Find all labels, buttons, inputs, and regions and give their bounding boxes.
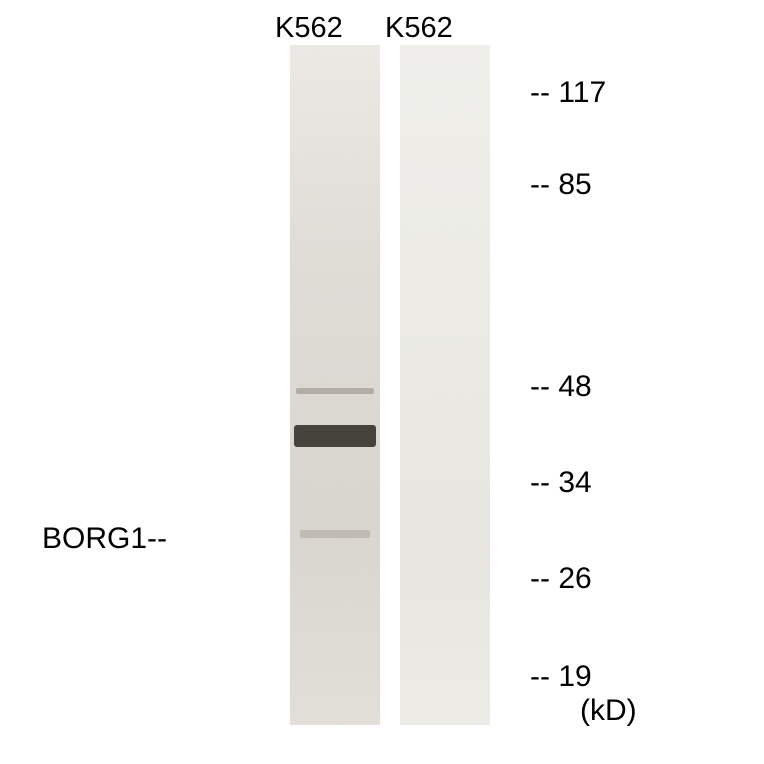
lane-1-label: K562: [275, 12, 343, 45]
lane-1: [290, 45, 380, 725]
marker-19: -- 19: [530, 660, 592, 694]
marker-19-value: 19: [558, 660, 591, 693]
marker-34: -- 34: [530, 466, 592, 500]
marker-26-value: 26: [558, 562, 591, 595]
marker-48: -- 48: [530, 370, 592, 404]
marker-26: -- 26: [530, 562, 592, 596]
marker-48-value: 48: [558, 370, 591, 403]
marker-unit: (kD): [580, 694, 637, 728]
marker-85-value: 85: [558, 168, 591, 201]
marker-117-value: 117: [558, 76, 606, 109]
marker-117: -- 117: [530, 76, 606, 110]
lane-2-label: K562: [385, 12, 453, 45]
lane-2: [400, 45, 490, 725]
blot-area: [30, 45, 550, 725]
band-annotation-borg1: BORG1--: [42, 522, 167, 556]
marker-85: -- 85: [530, 168, 592, 202]
marker-34-value: 34: [558, 466, 591, 499]
